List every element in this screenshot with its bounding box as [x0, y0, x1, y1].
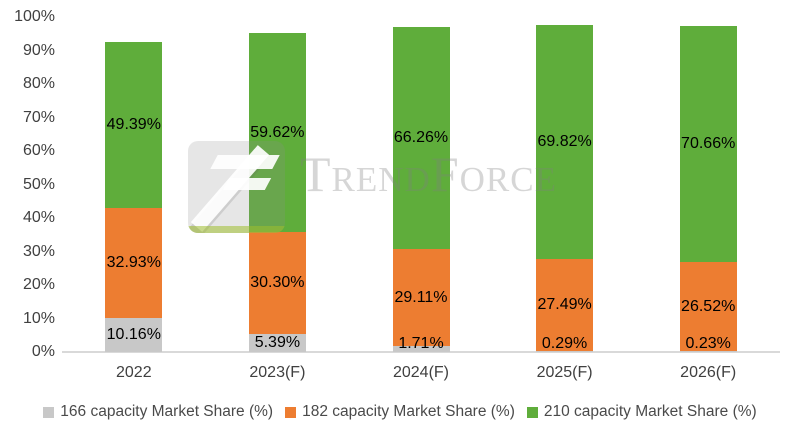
legend-item-series2: 210 capacity Market Share (%)	[526, 403, 757, 421]
bar-value-label: 32.93%	[106, 253, 161, 271]
logo-top-bar	[210, 155, 280, 169]
chart-legend: 166 capacity Market Share (%) 182 capacit…	[0, 403, 800, 421]
legend-swatch-icon	[43, 406, 55, 418]
y-axis-tick: 100%	[14, 8, 55, 25]
legend-swatch-icon	[285, 406, 297, 418]
bar-value-label: 10.16%	[106, 325, 161, 343]
trendforce-logo-icon	[188, 141, 285, 233]
bar-segment-2024(F)-series2	[392, 26, 450, 249]
bar-segment-2025(F)-series1	[536, 258, 594, 351]
bar-value-label: 49.39%	[106, 115, 161, 133]
bar-segment-2024(F)-series0	[392, 346, 450, 352]
legend-label: 182 capacity Market Share (%)	[302, 403, 515, 420]
bar-value-label: 0.23%	[685, 335, 731, 352]
x-axis-line	[62, 351, 780, 353]
bar-value-label: 69.82%	[537, 132, 592, 150]
bar-segment-2023(F)-series2	[248, 32, 306, 233]
bar-value-label: 70.66%	[681, 135, 736, 153]
legend-label: 166 capacity Market Share (%)	[60, 403, 274, 420]
x-axis-label-2026(F): 2026(F)	[680, 364, 737, 381]
bar-segment-2023(F)-series0	[248, 333, 306, 352]
legend-item-series1: 182 capacity Market Share (%)	[285, 403, 515, 421]
bar-value-label: 29.11%	[394, 288, 448, 306]
y-axis-tick: 0%	[31, 343, 55, 360]
bar-segment-2022-series0	[105, 317, 163, 352]
bar-segment-2026(F)-series2	[679, 25, 737, 263]
bar-value-label: 5.39%	[254, 333, 301, 351]
y-axis-tick: 90%	[22, 41, 55, 59]
logo-green-stripe	[188, 226, 285, 233]
y-axis-tick: 80%	[22, 75, 55, 92]
bar-value-label: 0.29%	[541, 335, 588, 352]
y-axis-tick: 70%	[22, 108, 55, 126]
x-axis-label-2024(F): 2024(F)	[392, 364, 450, 381]
bar-segment-2025(F)-series0	[536, 351, 594, 352]
y-axis-tick: 60%	[22, 142, 55, 159]
y-axis-tick: 40%	[22, 209, 55, 226]
y-axis-tick: 20%	[22, 276, 55, 293]
y-axis-tick: 50%	[22, 175, 55, 193]
bar-value-label: 30.30%	[250, 274, 305, 292]
logo-middle-bar	[222, 178, 272, 190]
y-axis-tick: 10%	[22, 309, 55, 327]
x-axis-label-2022: 2022	[116, 364, 152, 381]
legend-item-series0: 166 capacity Market Share (%)	[43, 403, 273, 421]
bar-segment-2025(F)-series2	[536, 25, 594, 259]
x-axis-label-2025(F): 2025(F)	[536, 364, 593, 381]
bar-segment-2026(F)-series0	[679, 351, 737, 352]
bar-segment-2026(F)-series1	[679, 262, 737, 352]
bar-value-label: 66.26%	[393, 128, 449, 146]
bar-segment-2023(F)-series1	[248, 232, 306, 334]
x-axis-label-2023(F): 2023(F)	[249, 364, 306, 381]
trendforce-watermark-text: TrendForce	[300, 146, 557, 202]
legend-label: 210 capacity Market Share (%)	[543, 403, 757, 420]
bar-value-label: 1.71%	[398, 335, 444, 352]
bar-value-label: 59.62%	[250, 123, 305, 141]
y-axis-tick: 30%	[22, 242, 55, 260]
bar-value-label: 26.52%	[681, 297, 736, 315]
legend-swatch-icon	[526, 406, 538, 418]
bar-segment-2024(F)-series1	[392, 248, 450, 347]
bar-segment-2022-series1	[105, 207, 163, 318]
bar-value-label: 27.49%	[537, 295, 592, 313]
bar-segment-2022-series2	[105, 42, 163, 208]
